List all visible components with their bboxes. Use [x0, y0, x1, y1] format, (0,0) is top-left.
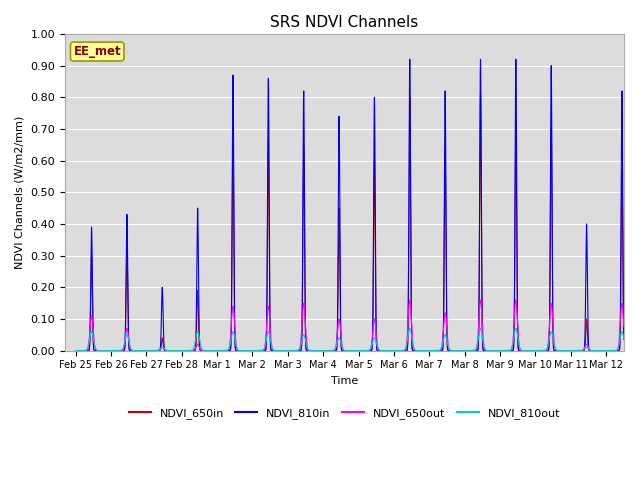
NDVI_810out [406, 325, 413, 331]
NDVI_650in [406, 153, 414, 159]
NDVI_810out [637, 348, 640, 353]
NDVI_810out [522, 348, 529, 353]
NDVI_810out [492, 348, 499, 353]
NDVI_810in [492, 348, 499, 353]
Text: EE_met: EE_met [74, 45, 121, 58]
NDVI_650out [72, 348, 79, 353]
NDVI_810in [637, 348, 640, 353]
Line: NDVI_810in: NDVI_810in [76, 59, 640, 350]
Line: NDVI_650in: NDVI_650in [76, 94, 640, 350]
NDVI_810in [72, 348, 79, 353]
NDVI_650out [637, 348, 640, 353]
NDVI_650out [406, 301, 414, 307]
NDVI_650in [100, 348, 108, 353]
NDVI_810in [276, 348, 284, 353]
Y-axis label: NDVI Channels (W/m2/mm): NDVI Channels (W/m2/mm) [15, 116, 25, 269]
NDVI_650out [522, 348, 529, 353]
Title: SRS NDVI Channels: SRS NDVI Channels [270, 15, 419, 30]
NDVI_650out [492, 348, 499, 353]
Line: NDVI_650out: NDVI_650out [76, 300, 640, 350]
NDVI_810in [100, 348, 108, 353]
Line: NDVI_810out: NDVI_810out [76, 328, 640, 350]
NDVI_810out [276, 348, 284, 353]
NDVI_650in [477, 91, 484, 97]
X-axis label: Time: Time [331, 376, 358, 386]
NDVI_810out [100, 348, 108, 353]
NDVI_650in [522, 348, 529, 353]
NDVI_650out [406, 297, 413, 303]
NDVI_810out [406, 327, 414, 333]
NDVI_650out [431, 348, 439, 353]
Legend: NDVI_650in, NDVI_810in, NDVI_650out, NDVI_810out: NDVI_650in, NDVI_810in, NDVI_650out, NDV… [124, 404, 564, 423]
NDVI_810in [431, 348, 439, 353]
NDVI_650out [100, 348, 108, 353]
NDVI_650in [431, 348, 439, 353]
NDVI_650in [637, 348, 640, 353]
NDVI_810in [406, 139, 414, 145]
NDVI_650in [72, 348, 79, 353]
NDVI_810in [522, 348, 529, 353]
NDVI_810out [431, 348, 439, 353]
NDVI_650out [276, 348, 284, 353]
NDVI_810out [72, 348, 79, 353]
NDVI_650in [492, 348, 499, 353]
NDVI_650in [276, 348, 284, 353]
NDVI_810in [406, 56, 413, 62]
